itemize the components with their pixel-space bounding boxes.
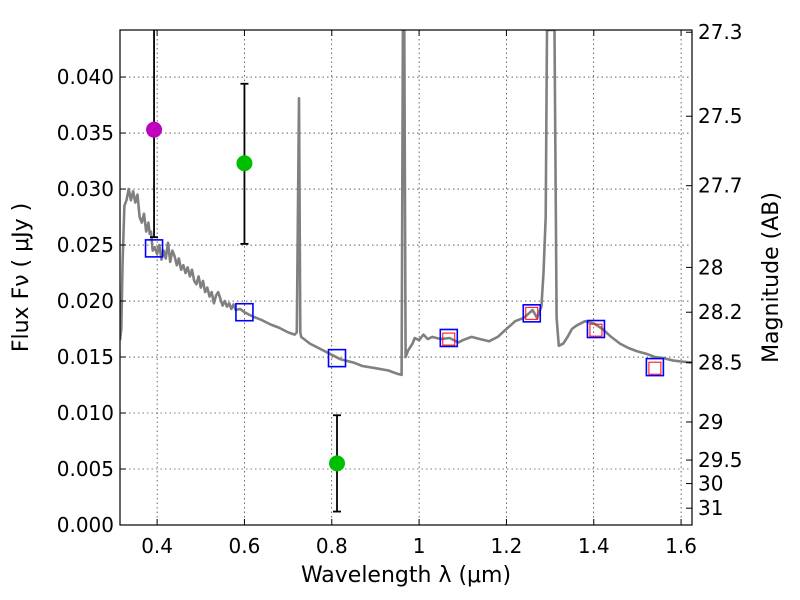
marker-group [144, 121, 665, 472]
y-tick-label: 0.030 [57, 177, 114, 201]
y-tick-label: 0.005 [57, 457, 114, 481]
right-axis-label: Magnitude (AB) [759, 192, 784, 363]
sed-model-line-group [120, 30, 692, 377]
x-tick-label: 1 [413, 534, 426, 558]
y-tick-label: 0.000 [57, 513, 114, 537]
model-photometry-square [522, 304, 542, 323]
y-tick-label: 0.020 [57, 289, 114, 313]
error-bar-group [150, 30, 342, 513]
x-tick-label: 0.6 [229, 534, 261, 558]
right-tick-label: 27.3 [698, 20, 743, 44]
right-tick-label: 28.5 [698, 351, 743, 375]
x-tick-label: 1.4 [578, 534, 610, 558]
model-photometry-square [327, 348, 347, 368]
right-tick-label: 31 [698, 496, 723, 520]
y-tick-label: 0.010 [57, 401, 114, 425]
plot-frame [119, 29, 693, 526]
y-tick-label: 0.035 [57, 121, 114, 145]
y-tick-label: 0.025 [57, 233, 114, 257]
right-tick-label: 28.2 [698, 300, 743, 324]
model-photometry-square [235, 302, 254, 322]
x-tick-label: 0.4 [141, 534, 173, 558]
observed-photometry-square [525, 306, 539, 320]
model-photometry-square [144, 239, 164, 258]
sed-model-line [120, 30, 692, 377]
measurement-point [236, 155, 253, 172]
model-photometry-square [439, 328, 459, 348]
observed-photometry-square [589, 323, 603, 337]
right-tick-label: 29.5 [698, 448, 743, 472]
right-tick-label: 30 [698, 472, 723, 496]
x-tick-label: 1.2 [491, 534, 523, 558]
measurement-point [329, 455, 346, 472]
measurement-point [146, 121, 163, 138]
x-axis-label: Wavelength λ (μm) [301, 563, 511, 588]
observed-photometry-square [648, 361, 662, 375]
y-axis-label: Flux Fν ( μJy ) [9, 203, 34, 352]
x-tick-label: 1.6 [665, 534, 697, 558]
right-tick-label: 27.7 [698, 174, 743, 198]
model-photometry-square [645, 357, 665, 377]
tick-group: 0.4 0.6 0.8 1 1.2 1.4 1.6 0.000 0.005 0.010 0.015 0… [57, 20, 743, 558]
observed-photometry-square [442, 332, 456, 346]
x-tick-label: 0.8 [316, 534, 348, 558]
right-tick-label: 27.5 [698, 104, 743, 128]
right-tick-label: 28 [698, 255, 723, 279]
right-tick-label: 29 [698, 410, 723, 434]
y-tick-label: 0.015 [57, 345, 114, 369]
y-tick-label: 0.040 [57, 65, 114, 89]
model-photometry-square [586, 319, 606, 339]
